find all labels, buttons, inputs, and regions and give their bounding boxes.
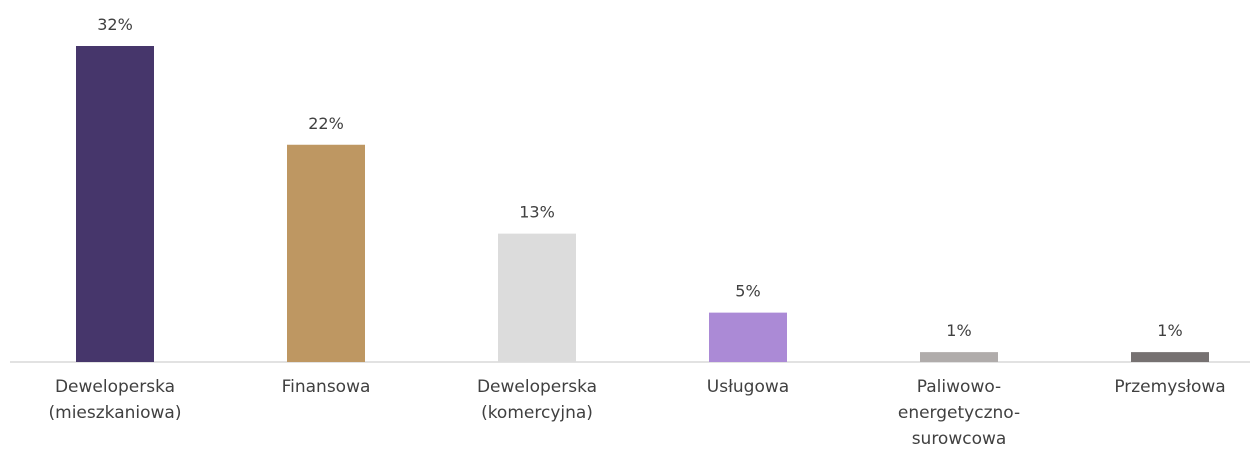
- x-tick-label: Usługowa: [706, 377, 790, 397]
- x-tick-label: Przemysłowa: [1114, 377, 1226, 397]
- bar: [709, 312, 787, 362]
- data-label: 32%: [97, 15, 133, 34]
- bar: [1131, 352, 1209, 362]
- data-label: 13%: [519, 203, 555, 222]
- data-label: 1%: [946, 321, 971, 340]
- bar: [920, 352, 998, 362]
- data-label: 5%: [735, 282, 760, 301]
- bar: [287, 144, 365, 362]
- x-tick-label: Deweloperska (komercyjna): [476, 377, 598, 423]
- x-tick-label: Paliwowo-energetyczno-surowcowa: [897, 377, 1021, 449]
- data-label: 1%: [1157, 321, 1182, 340]
- bar: [498, 233, 576, 362]
- bar: [76, 46, 154, 362]
- data-label: 22%: [308, 114, 344, 133]
- x-tick-label: Deweloperska (mieszkaniowa): [48, 377, 182, 423]
- x-tick-label: Finansowa: [281, 377, 371, 397]
